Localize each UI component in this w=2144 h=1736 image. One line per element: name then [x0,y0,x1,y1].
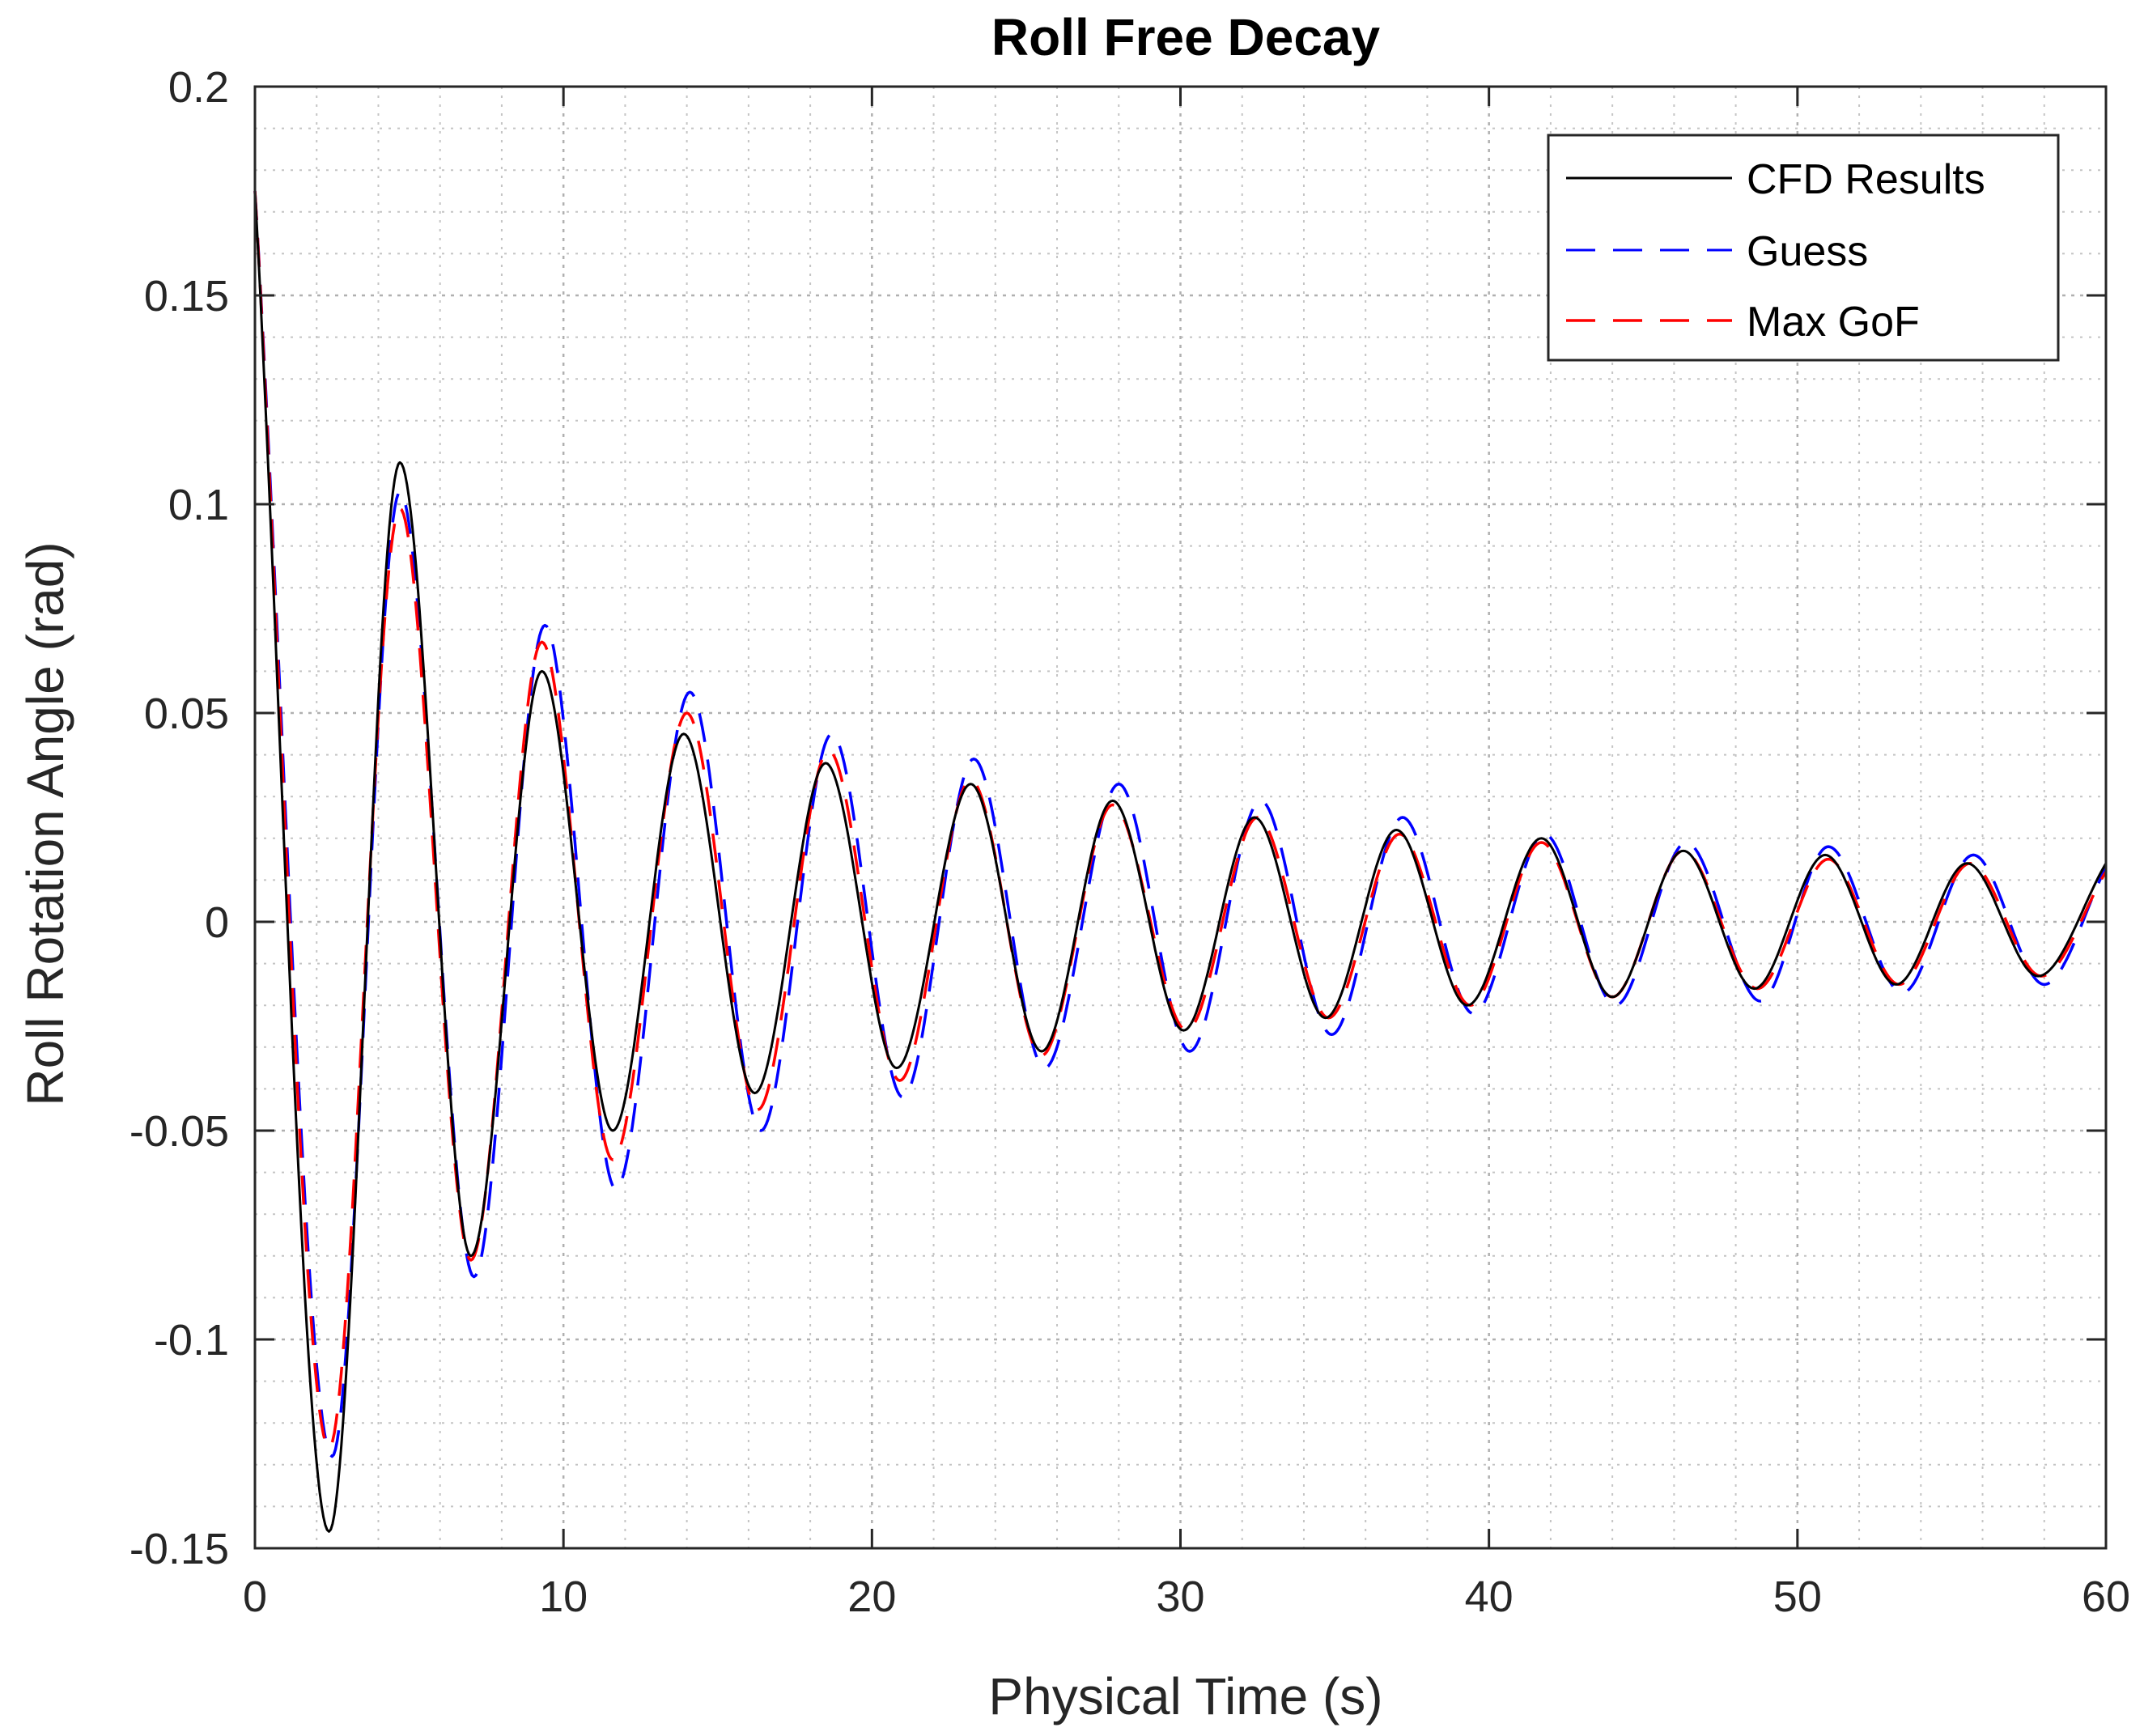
x-axis-label: Physical Time (s) [988,1667,1382,1725]
legend-label-max-gof: Max GoF [1747,299,1920,346]
x-tick-label: 60 [2082,1573,2130,1621]
y-tick-labels: -0.15 -0.1 -0.05 0 0.05 0.1 0.15 0.2 [129,63,229,1573]
legend-box [1547,134,2060,362]
legend-label-guess: Guess [1747,228,1868,275]
y-tick-label: 0.2 [168,63,229,112]
chart-title: Roll Free Decay [991,8,1381,66]
x-tick-label: 50 [1773,1573,1822,1621]
axis-ticks [253,85,2108,1550]
y-tick-label: -0.15 [129,1525,229,1573]
y-tick-label: -0.05 [129,1107,229,1156]
x-tick-labels: 0 10 20 30 40 50 60 [243,1573,2130,1621]
x-tick-label: 10 [539,1573,588,1621]
series-line-max-gof [253,190,2108,1449]
y-tick-label: -0.1 [154,1316,229,1365]
legend-label-cfd-results: CFD Results [1747,156,1985,203]
y-tick-label: 0.1 [168,481,229,529]
series-line-cfd-results [253,190,2108,1533]
series-layer [253,190,2108,1533]
y-tick-label: 0.15 [144,272,229,320]
legend: CFD Results Guess Max GoF [1547,134,2060,362]
y-tick-label: 0.05 [144,690,229,738]
x-tick-label: 20 [847,1573,896,1621]
x-tick-label: 40 [1465,1573,1514,1621]
y-axis-label: Roll Rotation Angle (rad) [16,541,74,1106]
x-tick-label: 0 [243,1573,267,1621]
x-tick-label: 30 [1156,1573,1204,1621]
y-tick-label: 0 [205,898,229,947]
